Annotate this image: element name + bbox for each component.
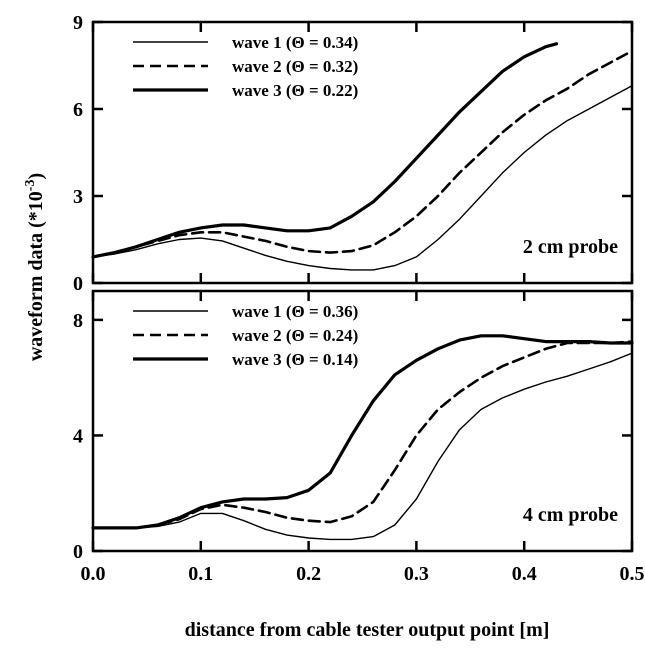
- x-tick-label: 0.5: [620, 563, 645, 585]
- legend-label-top-3: wave 3 (Θ = 0.22): [232, 81, 358, 100]
- plot-frame-top: [91, 20, 634, 285]
- y-tick-label: 3: [73, 186, 83, 208]
- legend-label-bottom-3: wave 3 (Θ = 0.14): [232, 350, 358, 369]
- legend-label-bottom-2: wave 2 (Θ = 0.24): [232, 326, 358, 345]
- legend-label-top-2: wave 2 (Θ = 0.32): [232, 57, 358, 76]
- x-axis-title: distance from cable tester output point …: [185, 619, 550, 641]
- series-line-bottom-3: [91, 334, 634, 530]
- y-tick-label: 8: [73, 310, 83, 332]
- x-tick-label: 0.1: [188, 563, 213, 585]
- y-tick-label: 4: [73, 425, 83, 447]
- series-line-top-2: [91, 49, 634, 259]
- series-line-bottom-1: [92, 352, 633, 541]
- plot-frame-bottom: [91, 289, 634, 553]
- y-tick-label: 6: [73, 99, 83, 121]
- y-tick-label: 9: [73, 12, 83, 34]
- series-line-bottom-2: [91, 340, 634, 530]
- y-axis-exponent: -3: [23, 180, 38, 192]
- legend-label-top-1: wave 1 (Θ = 0.34): [232, 33, 358, 52]
- legend-label-bottom-1: wave 1 (Θ = 0.36): [232, 302, 358, 321]
- probe-label-top: 2 cm probe: [523, 236, 618, 258]
- series-line-top-1: [92, 85, 633, 271]
- probe-label-bottom: 4 cm probe: [523, 504, 618, 526]
- y-tick-label: 0: [73, 541, 83, 563]
- x-tick-label: 0.2: [296, 563, 321, 585]
- series-line-top-3: [91, 42, 559, 259]
- x-tick-label: 0.3: [404, 563, 429, 585]
- y-axis-title: waveform data (*10-3): [23, 173, 47, 361]
- x-tick-label: 0.0: [81, 563, 106, 585]
- y-tick-label: 0: [73, 273, 83, 295]
- x-tick-label: 0.4: [512, 563, 537, 585]
